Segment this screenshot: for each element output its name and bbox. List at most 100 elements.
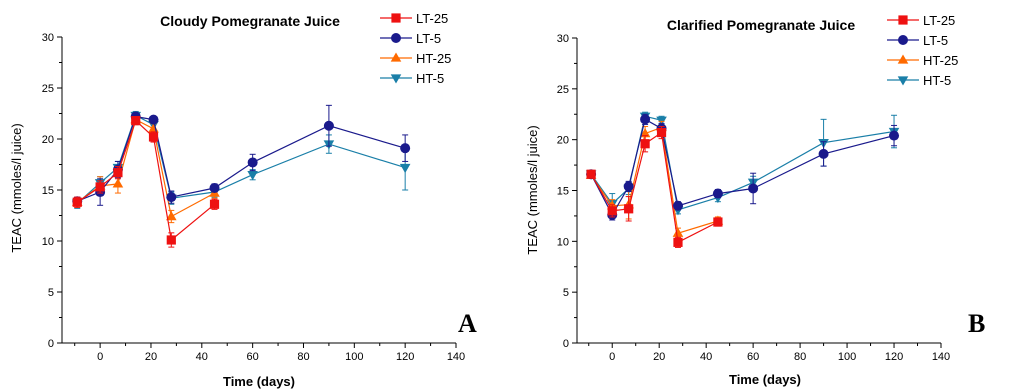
x-tick-label: 40: [700, 351, 712, 363]
chart-panel-a: Cloudy Pomegranate Juice TEAC (mmoles/l …: [9, 11, 477, 389]
series-lt-25: [72, 116, 220, 248]
data-point: [640, 139, 650, 149]
x-tick-label: 60: [747, 351, 759, 363]
legend-item: LT-5: [380, 31, 441, 46]
y-tick-label: 5: [563, 287, 569, 299]
legend-marker: [390, 52, 402, 62]
data-point: [889, 130, 900, 141]
legend-item: HT-25: [887, 53, 958, 68]
x-tick-label: 100: [345, 351, 363, 363]
legend-marker: [391, 33, 401, 43]
legend-label: HT-5: [416, 71, 444, 86]
data-point: [113, 168, 123, 178]
data-point: [656, 127, 667, 138]
data-point: [166, 192, 177, 203]
data-point: [247, 171, 258, 181]
data-point: [148, 132, 159, 142]
legend-label: HT-5: [923, 73, 951, 88]
panel-label: B: [968, 309, 985, 338]
data-point: [672, 227, 684, 237]
legend-marker: [897, 76, 909, 86]
legend-marker: [898, 35, 908, 45]
data-point: [323, 120, 334, 131]
data-point: [166, 211, 177, 221]
legend-label: LT-5: [416, 31, 441, 46]
y-tick-label: 30: [42, 32, 54, 44]
x-tick-label: 120: [885, 351, 903, 363]
x-tick-label: 0: [609, 351, 615, 363]
legend-label: HT-25: [416, 51, 451, 66]
x-tick-label: 60: [247, 351, 259, 363]
x-tick-label: 0: [97, 351, 103, 363]
y-tick-label: 25: [557, 84, 569, 96]
data-point: [640, 114, 651, 125]
x-tick-label: 80: [794, 351, 806, 363]
y-tick-label: 20: [42, 134, 54, 146]
data-point: [623, 181, 634, 192]
panel-label: A: [458, 309, 477, 338]
legend-label: LT-25: [416, 11, 448, 26]
x-tick-label: 120: [396, 351, 414, 363]
x-tick-label: 80: [297, 351, 309, 363]
legend-item: LT-25: [380, 11, 448, 26]
data-point: [713, 217, 723, 227]
chart-panel-b: Clarified Pomegranate Juice TEAC (mmoles…: [525, 13, 985, 387]
data-point: [586, 169, 596, 179]
y-axis-title: TEAC (mmoles/l juice): [525, 125, 540, 254]
data-point: [209, 182, 220, 193]
legend-label: LT-5: [923, 33, 948, 48]
y-tick-label: 10: [557, 236, 569, 248]
chart-title: Clarified Pomegranate Juice: [667, 17, 856, 33]
series-lt-5: [72, 104, 411, 207]
series-lt-25: [586, 125, 723, 248]
legend-item: HT-5: [887, 73, 951, 88]
legend-marker: [898, 15, 908, 25]
data-point: [148, 114, 159, 125]
data-point: [607, 206, 617, 216]
legend-marker: [897, 54, 909, 64]
x-tick-label: 140: [447, 351, 465, 363]
x-tick-label: 40: [196, 351, 208, 363]
data-point: [672, 200, 683, 211]
data-point: [748, 183, 759, 194]
data-point: [247, 157, 258, 168]
series-line: [590, 115, 895, 211]
data-point: [400, 143, 411, 154]
series-lt-5: [586, 113, 900, 221]
x-tick-label: 20: [145, 351, 157, 363]
chart-title: Cloudy Pomegranate Juice: [160, 13, 340, 29]
y-axis-title: TEAC (mmoles/l juice): [9, 123, 24, 252]
y-tick-label: 5: [48, 287, 54, 299]
data-point: [399, 163, 411, 174]
x-tick-label: 100: [838, 351, 856, 363]
series-line: [590, 131, 719, 244]
data-point: [624, 204, 634, 214]
x-axis-title: Time (days): [729, 372, 801, 387]
x-axis-title: Time (days): [223, 374, 295, 389]
series-line: [76, 114, 406, 204]
legend: LT-25 LT-5 HT-25 HT-5: [887, 13, 958, 88]
legend-label: HT-25: [923, 53, 958, 68]
data-point: [72, 197, 82, 207]
data-point: [639, 128, 651, 138]
data-point: [818, 148, 829, 159]
data-point: [95, 182, 105, 192]
y-tick-label: 30: [557, 33, 569, 45]
data-point: [673, 237, 683, 247]
data-point: [166, 235, 176, 245]
x-tick-label: 140: [932, 351, 950, 363]
legend-item: HT-25: [380, 51, 451, 66]
data-point: [131, 116, 141, 126]
legend-marker: [390, 74, 402, 84]
y-tick-label: 0: [48, 338, 54, 350]
data-point: [712, 188, 723, 199]
y-tick-label: 15: [557, 186, 569, 198]
data-point: [112, 178, 124, 188]
y-tick-label: 20: [557, 135, 569, 147]
legend-item: LT-5: [887, 33, 948, 48]
series-line: [590, 118, 895, 217]
legend: LT-25 LT-5 HT-25 HT-5: [380, 11, 451, 86]
y-tick-label: 10: [42, 236, 54, 248]
legend-label: LT-25: [923, 13, 955, 28]
